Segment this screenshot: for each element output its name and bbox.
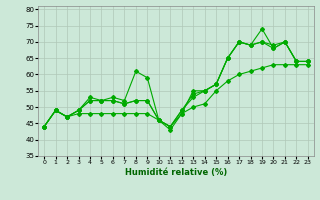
X-axis label: Humidité relative (%): Humidité relative (%) xyxy=(125,168,227,177)
